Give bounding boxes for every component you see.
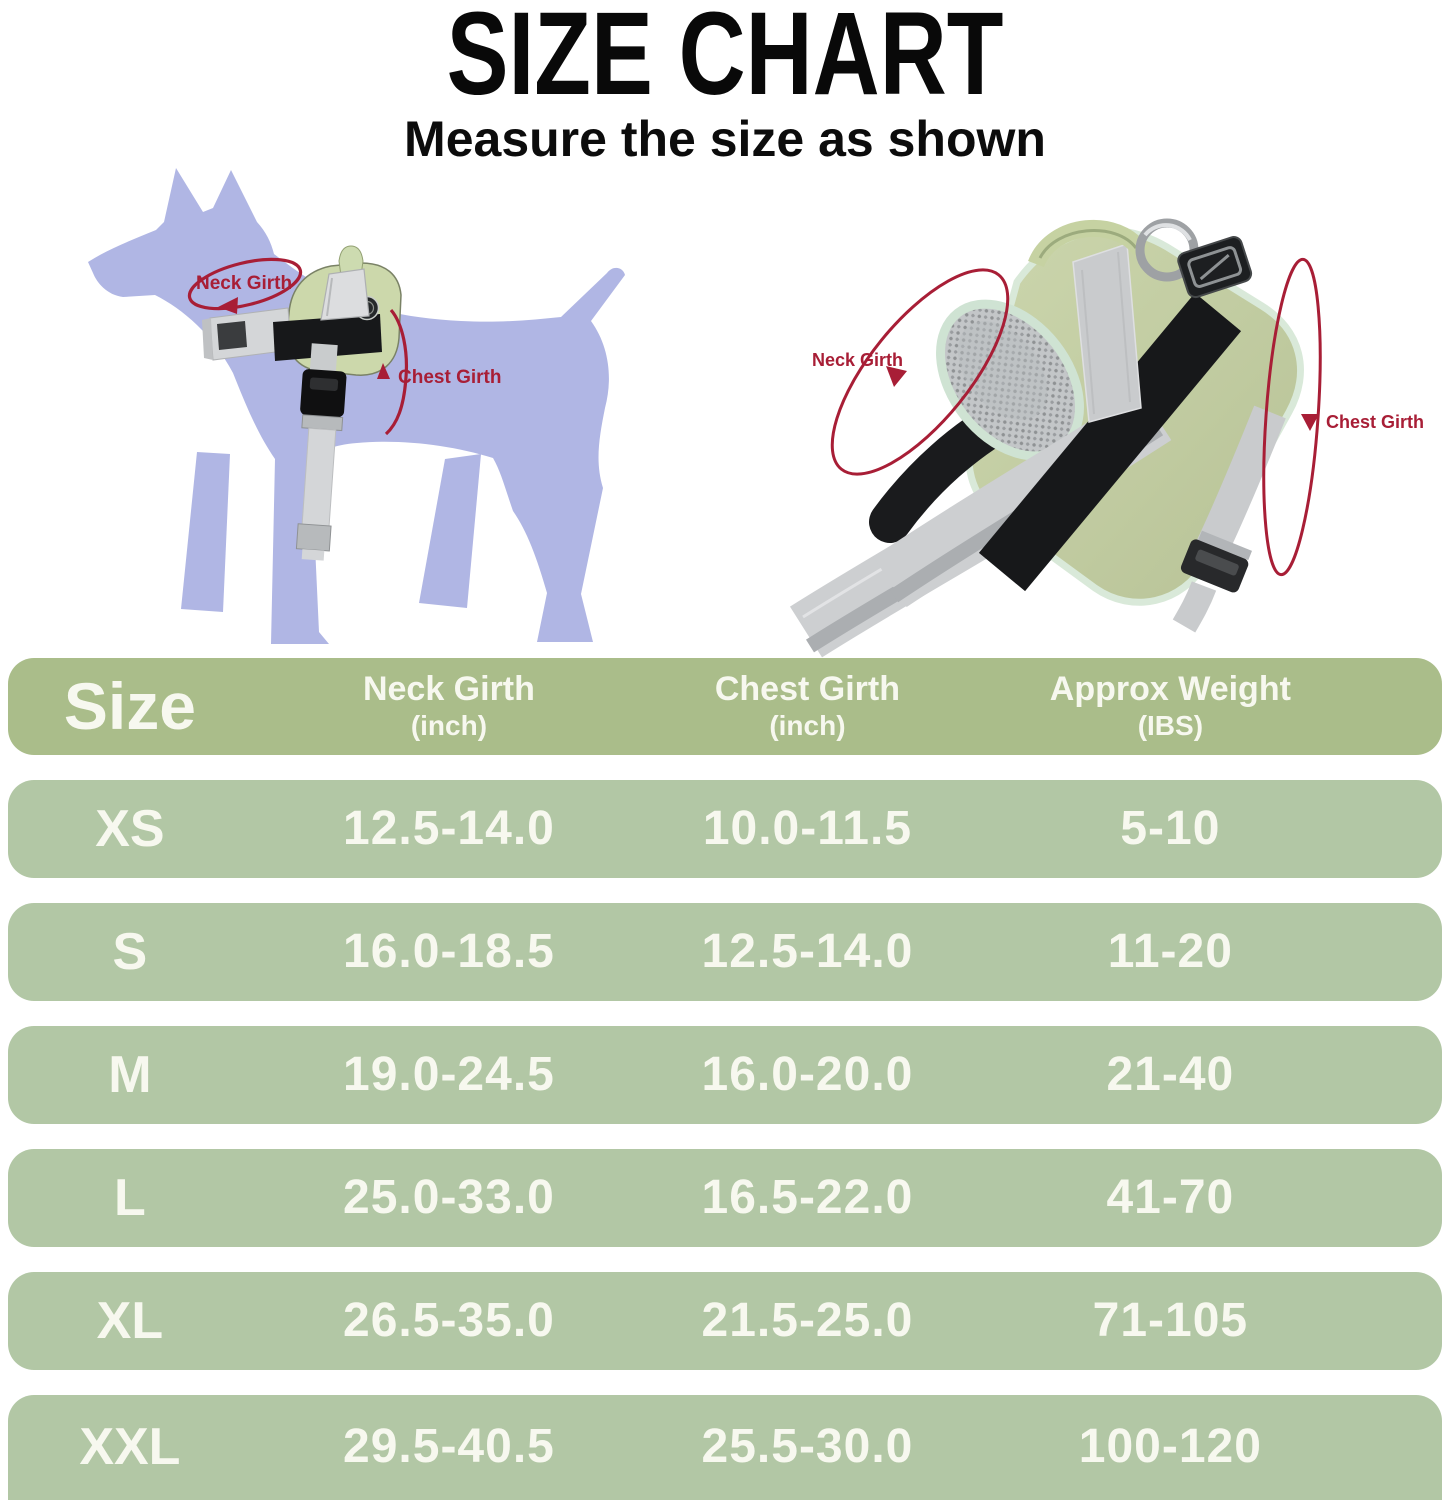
adjuster-buckle (1180, 530, 1253, 593)
size-cell: XS (95, 799, 165, 858)
size-cell: M (108, 1045, 152, 1104)
d-ring-highlight (1143, 223, 1192, 241)
chest-girth-cell: 10.0-11.5 (702, 801, 913, 855)
chest-girth-label: Chest Girth (398, 367, 501, 388)
neck-girth-arc (830, 268, 1010, 476)
table-row-m: M 19.0-24.5 16.0-20.0 21-40 (8, 1026, 1442, 1124)
weight-cell: 5-10 (1120, 801, 1221, 855)
harness-handle (320, 268, 370, 321)
velcro-patch-small (217, 321, 247, 350)
size-cell: S (112, 922, 148, 981)
neck-girth-arrow (218, 297, 238, 314)
neck-girth-cell: 19.0-24.5 (343, 1047, 555, 1101)
neck-girth-label: Neck Girth (196, 273, 292, 294)
chest-girth-arrow (1301, 414, 1319, 431)
header-neck-girth: Neck Girth (inch) (362, 670, 535, 742)
weight-cell: 11-20 (1107, 924, 1233, 978)
table-row-xxl: XXL 29.5-40.5 25.5-30.0 100-120 (8, 1395, 1442, 1500)
size-cell: L (114, 1168, 146, 1227)
chest-girth-cell: 25.5-30.0 (701, 1420, 914, 1474)
dog-far-front-leg (181, 452, 230, 612)
neck-girth-arc (187, 257, 303, 311)
dangling-strap (295, 343, 347, 561)
webbing-line (1081, 269, 1095, 415)
chest-girth-cell: 12.5-14.0 (701, 924, 914, 978)
neck-girth-arrow (886, 366, 907, 387)
size-table: Size Neck Girth (inch) Chest Girth (inch… (8, 658, 1442, 1500)
table-row-s: S 16.0-18.5 12.5-14.0 11-20 (8, 903, 1442, 1001)
girth-strap-end (1172, 581, 1217, 633)
header-size: Size (63, 668, 196, 743)
table-row-xl: XL 26.5-35.0 21.5-25.0 71-105 (8, 1272, 1442, 1370)
weight-cell: 41-70 (1106, 1170, 1235, 1224)
neck-girth-cell: 16.0-18.5 (343, 924, 555, 978)
dog-far-rear-leg (419, 454, 481, 608)
brand-label-patch (1177, 236, 1253, 299)
page-subtitle: Measure the size as shown (404, 111, 1046, 167)
neck-girth-cell: 29.5-40.5 (343, 1420, 555, 1474)
page-title: SIZE CHART (446, 0, 1004, 120)
harness-black-band (273, 314, 382, 361)
dog-silhouette (88, 168, 625, 644)
neck-girth-cell: 25.0-33.0 (343, 1170, 555, 1224)
chest-girth-arrow (377, 363, 390, 379)
table-row-xs: XS 12.5-14.0 10.0-11.5 5-10 (8, 780, 1442, 878)
table-row-l: L 25.0-33.0 16.5-22.0 41-70 (8, 1149, 1442, 1247)
webbing-line2 (1117, 251, 1131, 403)
chest-girth-cell: 21.5-25.0 (701, 1293, 914, 1347)
weight-cell: 21-40 (1106, 1047, 1235, 1101)
neck-girth-cell: 12.5-14.0 (343, 801, 555, 855)
weight-cell: 100-120 (1078, 1420, 1262, 1474)
size-cell: XXL (79, 1418, 181, 1477)
neck-girth-label: Neck Girth (812, 350, 903, 370)
header-chest-girth: Chest Girth (inch) (714, 670, 900, 742)
handle-detail-line (326, 277, 333, 317)
girth-strap (1195, 405, 1286, 558)
chest-girth-label: Chest Girth (1326, 412, 1424, 432)
chest-girth-cell: 16.0-20.0 (701, 1047, 914, 1101)
dog-measurement-diagram: Neck Girth Chest Girth (88, 168, 625, 644)
neck-strap-end (202, 318, 213, 360)
neck-girth-cell: 26.5-35.0 (343, 1293, 555, 1347)
mesh-neck-pad (936, 299, 1084, 461)
top-handle-inner-edge (1038, 229, 1138, 259)
chest-girth-cell: 16.5-22.0 (701, 1170, 914, 1224)
chest-girth-arc (384, 308, 409, 436)
velcro-band (978, 292, 1242, 592)
weight-cell: 71-105 (1092, 1293, 1249, 1347)
chest-girth-arc (1262, 257, 1322, 577)
header-approx-weight: Approx Weight (IBS) (1049, 670, 1291, 742)
table-header-row: Size Neck Girth (inch) Chest Girth (inch… (8, 658, 1442, 755)
harness-product-photo: Neck Girth Chest Girth (789, 218, 1424, 658)
size-cell: XL (96, 1291, 164, 1350)
harness-handle-tab (338, 245, 364, 277)
